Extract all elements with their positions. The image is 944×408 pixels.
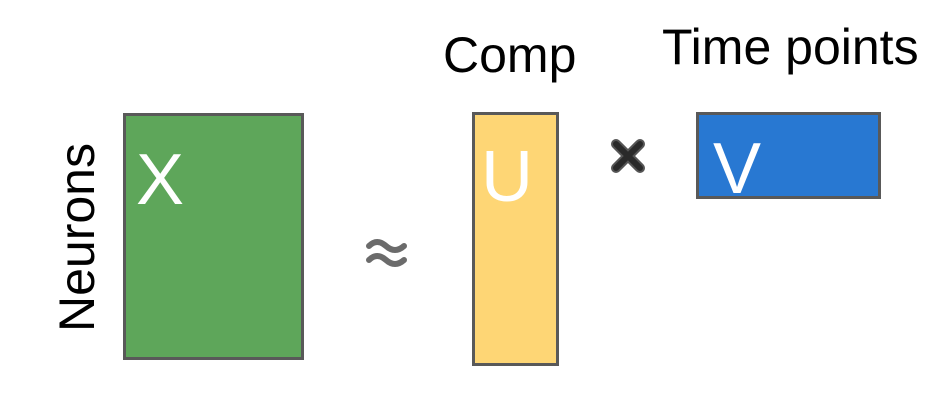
matrix-v: V <box>696 112 881 205</box>
matrix-x: X <box>123 113 304 360</box>
multiply-icon <box>611 139 645 173</box>
matrix-u: U <box>472 112 559 366</box>
neurons-label: Neurons <box>49 143 105 332</box>
time-points-label: Time points <box>662 19 919 75</box>
matrix-x-letter: X <box>136 140 185 220</box>
matrix-v-letter: V <box>713 129 762 209</box>
comp-label: Comp <box>443 27 577 83</box>
approximately-equal-icon <box>366 239 407 267</box>
matrix-u-letter: U <box>481 137 533 217</box>
